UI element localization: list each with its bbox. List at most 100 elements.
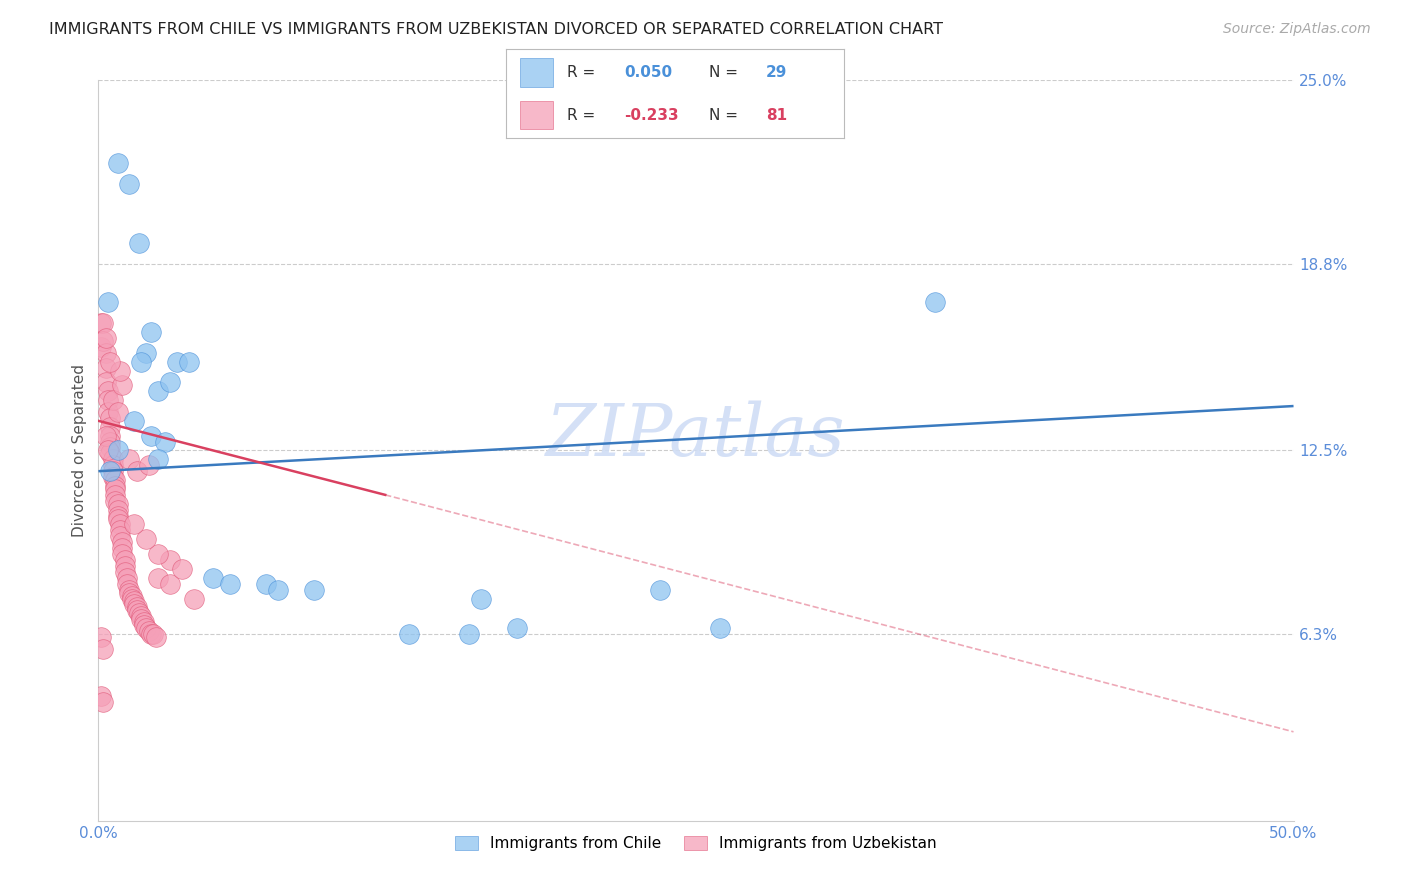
Point: [118, 452, 141, 467]
Point: [111, 547, 134, 561]
Point: [101, 470, 124, 484]
Point: [159, 553, 181, 567]
Point: [90, 340, 112, 354]
Point: [139, 325, 162, 339]
Point: [91, 641, 114, 656]
Point: [121, 589, 143, 603]
Point: [648, 582, 672, 597]
Point: [132, 618, 155, 632]
Point: [302, 582, 325, 597]
Point: [97, 405, 120, 419]
Point: [104, 493, 127, 508]
Point: [145, 630, 167, 644]
Text: -0.233: -0.233: [624, 108, 679, 122]
Point: [107, 405, 129, 419]
Point: [159, 376, 181, 390]
Point: [155, 434, 177, 449]
Point: [148, 547, 170, 561]
Point: [94, 360, 117, 375]
Legend: Immigrants from Chile, Immigrants from Uzbekistan: Immigrants from Chile, Immigrants from U…: [449, 830, 943, 857]
Point: [90, 690, 112, 704]
Point: [107, 156, 129, 170]
Point: [118, 585, 141, 599]
Point: [254, 576, 277, 591]
Text: 29: 29: [766, 65, 787, 79]
Point: [98, 419, 122, 434]
Point: [101, 464, 124, 478]
Point: [101, 393, 124, 408]
Point: [97, 443, 120, 458]
Point: [115, 571, 138, 585]
Text: R =: R =: [567, 108, 595, 122]
Point: [267, 582, 290, 597]
Point: [104, 479, 127, 493]
Point: [135, 345, 157, 359]
FancyBboxPatch shape: [520, 58, 554, 87]
Point: [94, 331, 117, 345]
Point: [118, 582, 141, 597]
Point: [142, 627, 165, 641]
Point: [458, 627, 481, 641]
Point: [183, 591, 205, 606]
Point: [148, 452, 170, 467]
Point: [138, 458, 160, 473]
Point: [104, 488, 127, 502]
Y-axis label: Divorced or Separated: Divorced or Separated: [72, 364, 87, 537]
Point: [98, 441, 122, 455]
Point: [94, 376, 117, 390]
Point: [398, 627, 420, 641]
Point: [128, 607, 150, 621]
Point: [90, 316, 112, 330]
Point: [108, 363, 131, 377]
Point: [98, 354, 122, 368]
Point: [114, 565, 136, 579]
Point: [97, 384, 120, 399]
Point: [125, 464, 148, 478]
Point: [98, 434, 122, 449]
Point: [98, 428, 122, 442]
Point: [111, 541, 134, 556]
Point: [159, 576, 181, 591]
Point: [115, 576, 138, 591]
Point: [148, 571, 170, 585]
Point: [91, 334, 114, 348]
Point: [128, 236, 150, 251]
Point: [98, 410, 122, 425]
Point: [470, 591, 492, 606]
Point: [131, 609, 153, 624]
Point: [90, 630, 112, 644]
Point: [101, 458, 124, 473]
Point: [107, 508, 129, 523]
Point: [125, 603, 148, 617]
Point: [135, 621, 157, 635]
Point: [138, 624, 160, 639]
Point: [924, 295, 946, 310]
Point: [121, 591, 143, 606]
Point: [124, 598, 146, 612]
Point: [202, 571, 225, 585]
Point: [139, 627, 162, 641]
Point: [94, 428, 117, 442]
Point: [98, 464, 122, 478]
Point: [107, 443, 129, 458]
Point: [101, 452, 124, 467]
Point: [104, 473, 127, 487]
Point: [166, 354, 188, 368]
Point: [132, 615, 155, 630]
Text: Source: ZipAtlas.com: Source: ZipAtlas.com: [1223, 22, 1371, 37]
Text: 81: 81: [766, 108, 787, 122]
Point: [107, 497, 129, 511]
Text: N =: N =: [709, 65, 738, 79]
Point: [131, 612, 153, 626]
Point: [104, 482, 127, 496]
Point: [108, 524, 131, 538]
Point: [219, 576, 242, 591]
Text: N =: N =: [709, 108, 738, 122]
Point: [91, 695, 114, 709]
Point: [124, 594, 146, 608]
Text: 0.050: 0.050: [624, 65, 672, 79]
Text: ZIPatlas: ZIPatlas: [546, 401, 846, 471]
Point: [124, 517, 146, 532]
Point: [124, 414, 146, 428]
Point: [709, 621, 731, 635]
